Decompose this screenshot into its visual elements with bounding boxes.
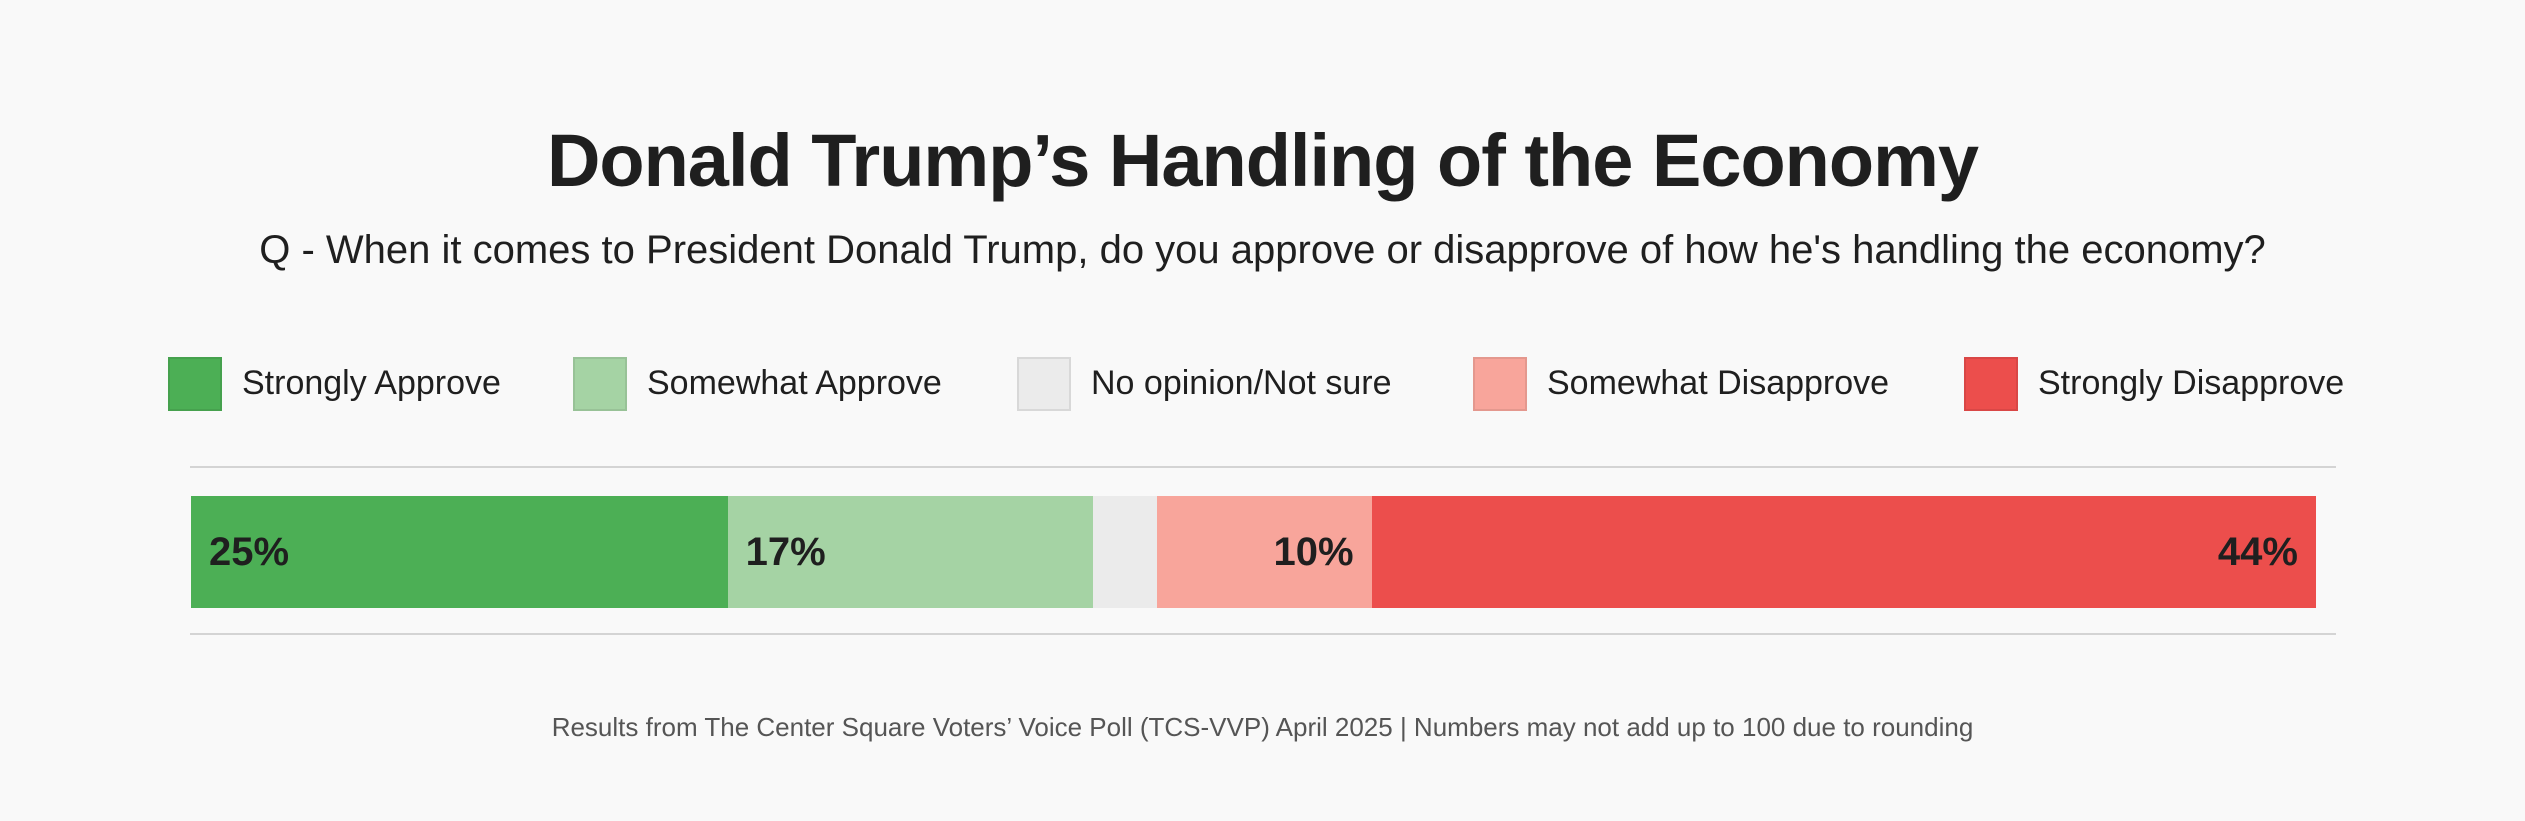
legend-label: Strongly Disapprove [2038,364,2345,402]
legend-swatch [573,356,627,411]
legend-swatch [1964,356,2018,411]
top-divider [190,466,2336,468]
legend-label: No opinion/Not sure [1091,364,1392,402]
bar-segment [1092,496,1157,608]
bar-segment: 25% [191,496,728,608]
legend-swatch [1473,356,1527,411]
legend-label: Somewhat Approve [647,364,942,402]
data-label: 44% [2217,529,2298,574]
bar-segment: 17% [727,496,1093,608]
bar-segment: 10% [1156,496,1372,608]
stacked-bar: 25% 17% 10% 44% [191,496,2316,608]
legend-label: Strongly Approve [242,364,501,402]
data-label: 17% [745,529,826,574]
bottom-divider [190,633,2336,635]
legend-item: Somewhat Disapprove [1473,355,1889,412]
legend-item: Strongly Approve [168,355,501,412]
chart-title: Donald Trump’s Handling of the Economy [546,119,1979,202]
legend-item: Strongly Disapprove [1964,355,2344,412]
legend-item: No opinion/Not sure [1017,355,1392,412]
legend-swatch [168,356,222,411]
chart-subtitle: Q - When it comes to President Donald Tr… [259,228,2266,272]
data-label: 25% [209,529,290,574]
chart-footer: Results from The Center Square Voters’ V… [551,712,1974,742]
bar-segment: 44% [1371,496,2316,608]
data-label: 10% [1273,529,1354,574]
legend-swatch [1017,356,1071,411]
legend-item: Somewhat Approve [573,355,942,412]
legend-label: Somewhat Disapprove [1547,364,1890,402]
